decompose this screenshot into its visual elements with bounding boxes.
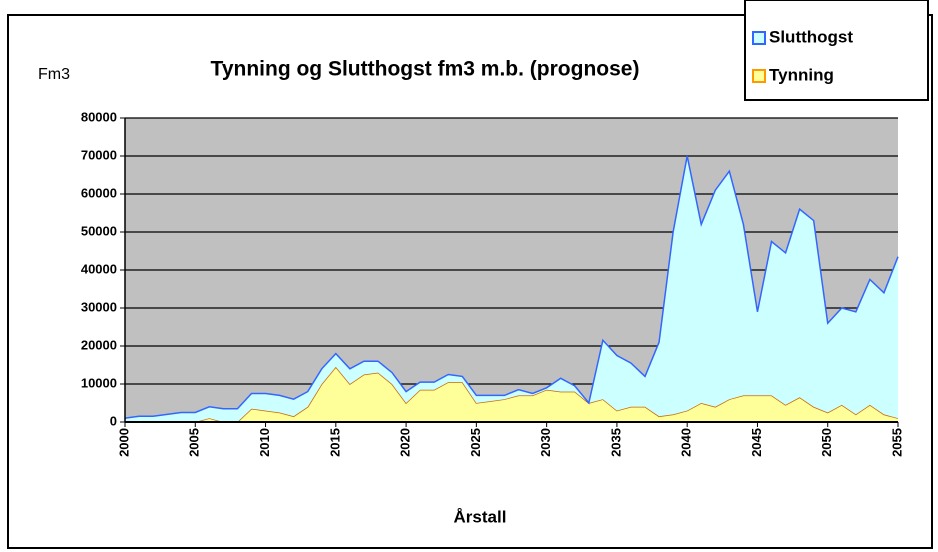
y-tick-label: 40000	[81, 261, 117, 276]
x-tick-label: 2045	[749, 428, 764, 457]
x-axis-label: Årstall	[454, 507, 507, 526]
x-tick-label: 2015	[327, 428, 342, 457]
y-tick-label: 10000	[81, 375, 117, 390]
x-tick-label: 2055	[889, 428, 904, 457]
x-tick-label: 2030	[538, 428, 553, 457]
x-tick-label: 2020	[398, 428, 413, 457]
x-tick-label: 2010	[257, 428, 272, 457]
x-tick-label: 2040	[679, 428, 694, 457]
x-tick-label: 2025	[468, 428, 483, 457]
area	[125, 156, 898, 422]
x-tick-label: 2005	[187, 428, 202, 457]
legend-label: Slutthogst	[769, 27, 853, 46]
legend-swatch	[752, 69, 766, 83]
x-tick-label: 2000	[116, 428, 131, 457]
legend-swatch	[752, 31, 766, 45]
x-tick-label: 2050	[819, 428, 834, 457]
legend-label: Tynning	[769, 65, 834, 84]
y-tick-label: 0	[110, 413, 117, 428]
y-tick-label: 60000	[81, 185, 117, 200]
legend-box	[744, 0, 929, 101]
x-tick-label: 2035	[608, 428, 623, 457]
chart-title: Tynning og Slutthogst fm3 m.b. (prognose…	[211, 58, 640, 81]
area	[125, 366, 898, 422]
y-tick-label: 70000	[81, 147, 117, 162]
y-tick-label: 80000	[81, 109, 117, 124]
y-axis-label: Fm3	[38, 66, 70, 83]
y-tick-label: 20000	[81, 337, 117, 352]
y-tick-label: 50000	[81, 223, 117, 238]
y-tick-label: 30000	[81, 299, 117, 314]
area-outline	[124, 155, 899, 419]
